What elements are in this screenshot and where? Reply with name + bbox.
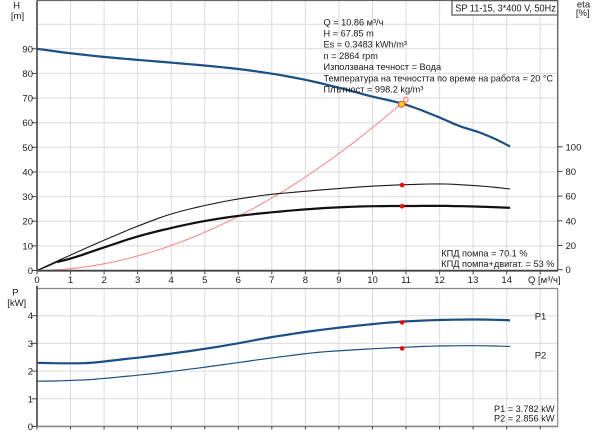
svg-text:SP 11-15, 3*400 V, 50Hz: SP 11-15, 3*400 V, 50Hz bbox=[455, 4, 556, 15]
svg-text:P2: P2 bbox=[535, 350, 547, 361]
svg-text:5: 5 bbox=[202, 275, 207, 286]
svg-text:КПД помпа = 70.1 %: КПД помпа = 70.1 % bbox=[441, 248, 527, 258]
svg-text:H = 67.85 m: H = 67.85 m bbox=[324, 29, 375, 39]
svg-text:11: 11 bbox=[401, 275, 411, 286]
svg-text:1: 1 bbox=[68, 275, 73, 286]
svg-text:P: P bbox=[12, 288, 18, 299]
svg-text:8: 8 bbox=[303, 275, 308, 286]
svg-text:[kW]: [kW] bbox=[7, 298, 26, 309]
svg-text:H: H bbox=[13, 1, 20, 12]
svg-text:6: 6 bbox=[236, 275, 241, 286]
svg-text:eta: eta bbox=[577, 0, 591, 11]
svg-text:13: 13 bbox=[468, 275, 479, 286]
svg-text:10: 10 bbox=[22, 241, 33, 252]
svg-text:60: 60 bbox=[566, 192, 577, 203]
svg-text:40: 40 bbox=[22, 168, 33, 179]
svg-text:4: 4 bbox=[28, 311, 33, 322]
svg-text:14: 14 bbox=[501, 275, 512, 286]
svg-text:1: 1 bbox=[28, 394, 33, 405]
svg-text:0: 0 bbox=[28, 422, 33, 433]
svg-text:10: 10 bbox=[367, 275, 378, 286]
svg-text:80: 80 bbox=[22, 69, 33, 80]
svg-text:Es = 0.3483 kWh/m³: Es = 0.3483 kWh/m³ bbox=[324, 40, 408, 50]
svg-text:80: 80 bbox=[566, 167, 577, 178]
svg-text:Q [м³/ч]: Q [м³/ч] bbox=[528, 275, 561, 286]
svg-text:40: 40 bbox=[566, 216, 577, 227]
svg-text:P2 = 2.856 kW: P2 = 2.856 kW bbox=[494, 414, 555, 424]
svg-text:3: 3 bbox=[28, 339, 33, 350]
svg-text:[%]: [%] bbox=[576, 8, 590, 19]
svg-text:КПД помпа+двигат. = 53 %: КПД помпа+двигат. = 53 % bbox=[441, 259, 554, 269]
svg-text:2: 2 bbox=[101, 275, 106, 286]
svg-text:n = 2864 rpm: n = 2864 rpm bbox=[324, 51, 379, 61]
svg-text:30: 30 bbox=[22, 192, 33, 203]
svg-text:[m]: [m] bbox=[11, 11, 24, 22]
svg-text:9: 9 bbox=[336, 275, 341, 286]
svg-text:Q = 10.86 м³/ч: Q = 10.86 м³/ч bbox=[324, 17, 384, 27]
svg-text:20: 20 bbox=[566, 241, 577, 252]
svg-text:4: 4 bbox=[169, 275, 174, 286]
svg-text:3: 3 bbox=[135, 275, 140, 286]
svg-text:0: 0 bbox=[566, 265, 571, 276]
svg-text:100: 100 bbox=[566, 142, 582, 153]
svg-text:2: 2 bbox=[28, 367, 33, 378]
svg-text:P1 = 3.782 kW: P1 = 3.782 kW bbox=[494, 404, 555, 414]
svg-text:Температура на течността по вр: Температура на течността по време на раб… bbox=[324, 73, 554, 83]
svg-text:60: 60 bbox=[22, 118, 33, 129]
svg-text:90: 90 bbox=[22, 44, 33, 55]
svg-text:50: 50 bbox=[22, 143, 33, 154]
svg-text:Плътност = 998.2 kg/m³: Плътност = 998.2 kg/m³ bbox=[324, 85, 424, 95]
svg-text:0: 0 bbox=[34, 275, 39, 286]
svg-text:P1: P1 bbox=[535, 312, 547, 323]
svg-text:Използвана течност = Вода: Използвана течност = Вода bbox=[324, 62, 442, 72]
svg-text:12: 12 bbox=[434, 275, 445, 286]
svg-text:0: 0 bbox=[28, 266, 33, 277]
svg-text:70: 70 bbox=[22, 94, 33, 105]
svg-text:7: 7 bbox=[269, 275, 274, 286]
svg-text:20: 20 bbox=[22, 217, 33, 228]
